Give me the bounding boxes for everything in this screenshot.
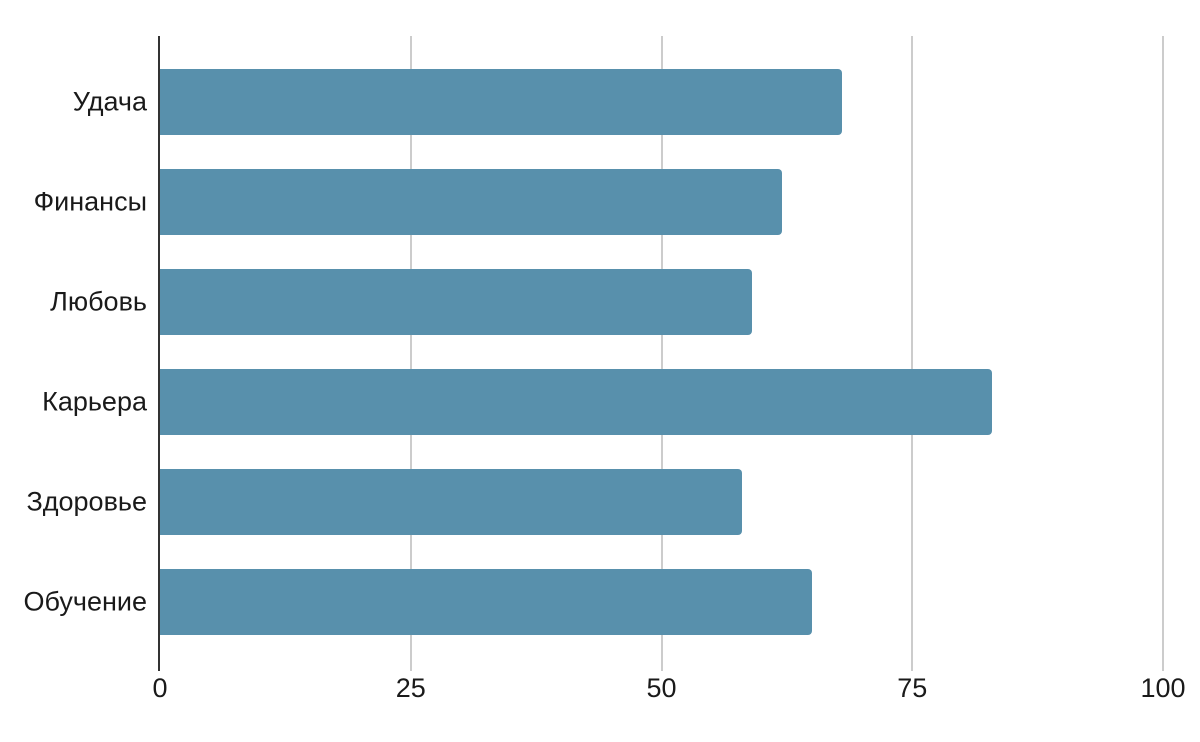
bar-Обучение [160,568,812,635]
bar-Финансы [160,168,782,235]
bar-Любовь [160,268,752,335]
gridline-50 [660,36,663,671]
bar-Карьера [160,368,993,435]
x-tick-label-0: 0 [152,673,168,703]
x-tick-label-75: 75 [897,673,928,703]
category-label-Обучение: Обучение [23,586,147,616]
plot-area [158,36,1164,671]
bar-Здоровье [160,468,742,535]
gridline-100 [1162,36,1164,671]
x-tick-label-50: 50 [646,673,677,703]
x-tick-label-25: 25 [395,673,426,703]
gridline-75 [911,36,914,671]
gridline-25 [409,36,412,671]
category-label-Карьера: Карьера [42,386,147,416]
bar-Удача [160,68,843,135]
y-axis-line [158,36,160,671]
x-tick-label-100: 100 [1140,673,1186,703]
category-label-Здоровье: Здоровье [26,486,147,516]
category-label-Финансы: Финансы [33,186,147,216]
category-label-Удача: Удача [72,86,147,116]
category-label-Любовь: Любовь [50,286,147,316]
